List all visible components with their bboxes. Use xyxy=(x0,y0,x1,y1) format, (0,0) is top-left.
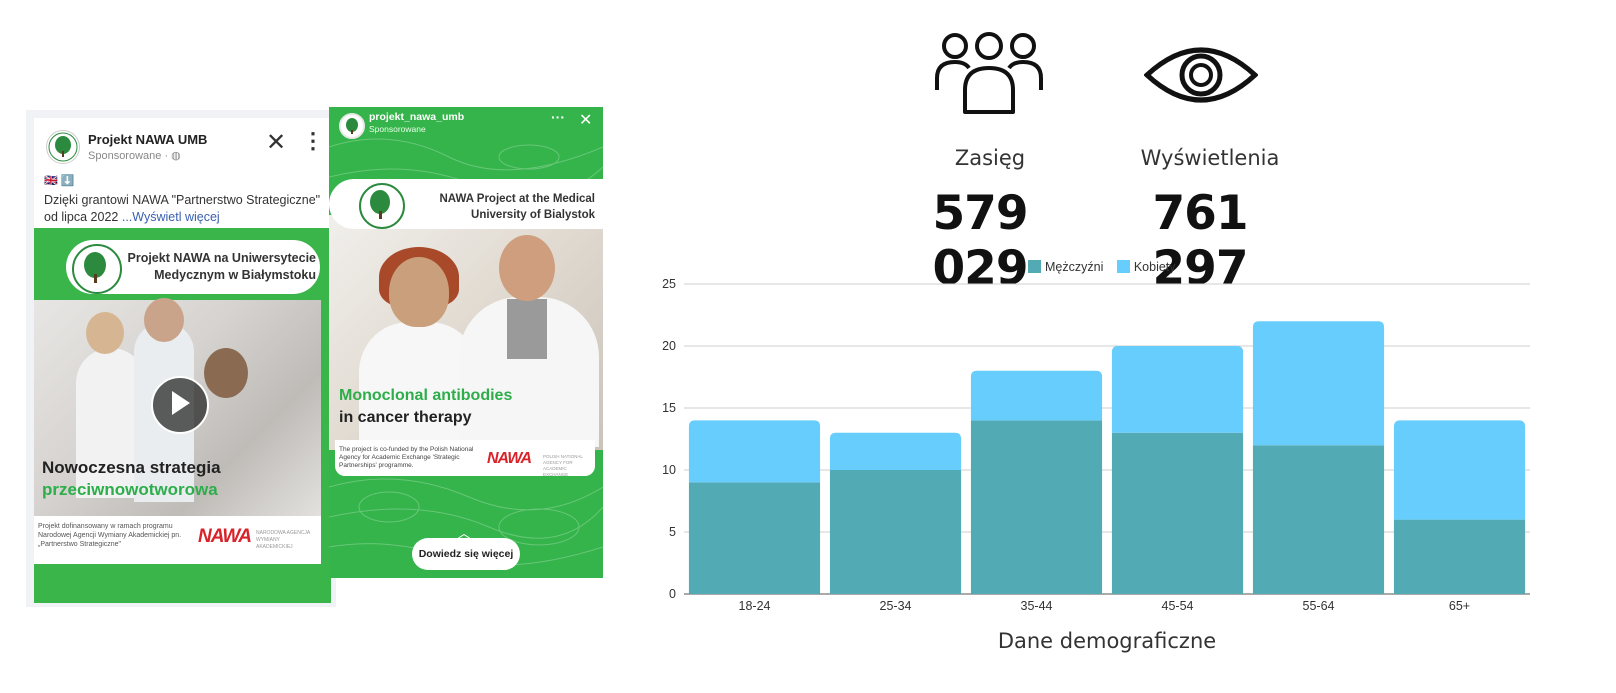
eye-icon xyxy=(1144,47,1258,103)
bar-men xyxy=(1111,432,1244,594)
tree-logo-icon xyxy=(359,183,405,229)
y-tick-label: 0 xyxy=(669,587,676,601)
person-figure xyxy=(86,312,124,354)
creative-headline-line1: Nowoczesna strategia xyxy=(42,458,221,477)
funding-note: The project is co-funded by the Polish N… xyxy=(339,446,474,469)
chart-legend: Mężczyźni Kobiety xyxy=(1028,260,1176,274)
bar-men xyxy=(688,482,821,594)
y-tick-label: 5 xyxy=(669,525,676,539)
post-text: Dzięki grantowi NAWA "Partnerstwo Strate… xyxy=(44,192,324,226)
bar-men xyxy=(1393,519,1526,594)
y-tick-label: 10 xyxy=(662,463,676,477)
close-icon[interactable]: ✕ xyxy=(579,112,593,129)
people-icon xyxy=(935,32,1043,114)
play-icon[interactable] xyxy=(172,391,190,415)
legend-label: Mężczyźni xyxy=(1045,260,1104,274)
person-figure xyxy=(389,257,449,327)
bar-women xyxy=(829,432,962,470)
person-figure xyxy=(499,235,555,301)
legend-swatch xyxy=(1116,260,1130,273)
nawa-logo-subtext: POLISH NATIONAL AGENCY FOR ACADEMIC EXCH… xyxy=(543,454,583,477)
chevron-up-icon[interactable]: ︿ xyxy=(457,525,471,541)
legend-label: Kobiety xyxy=(1133,260,1176,274)
demographics-chart: 0 5 10 15 20 25 18-24 25-34 35-44 45-54 55-64 65+ Da… xyxy=(662,277,1530,653)
story-footer: The project is co-funded by the Polish N… xyxy=(335,440,595,477)
bar-women xyxy=(1111,346,1244,433)
story-headline-line2: in cancer therapy xyxy=(339,409,472,426)
ad-creative-video[interactable]: Projekt NAWA na Uniwersytecie Medycznym … xyxy=(34,228,331,603)
story-headline-line1: Monoclonal antibodies xyxy=(339,387,513,404)
globe-icon: ◍ xyxy=(171,150,181,162)
post-body: Dzięki grantowi NAWA "Partnerstwo Strate… xyxy=(44,193,321,224)
y-tick-label: 15 xyxy=(662,401,676,415)
bar-women xyxy=(1393,420,1526,520)
account-name[interactable]: projekt_nawa_umb xyxy=(369,111,465,123)
banner-title: Projekt NAWA na Uniwersytecie Medycznym … xyxy=(127,251,317,282)
instagram-story-ad: projekt_nawa_umb Sponsorowane ··· ✕ NAWA… xyxy=(329,107,603,578)
more-options-icon[interactable]: ··· xyxy=(551,109,565,125)
banner-title: NAWA Project at the Medical University o… xyxy=(439,193,596,221)
x-tick-label: 18-24 xyxy=(739,599,771,613)
y-tick-label: 20 xyxy=(662,339,676,353)
creative-banner: Projekt NAWA na Uniwersytecie Medycznym … xyxy=(66,240,320,294)
creative-headline-line2: przeciwnowotworowa xyxy=(42,480,218,499)
legend-item-men[interactable]: Mężczyźni xyxy=(1028,260,1103,274)
x-tick-label: 35-44 xyxy=(1021,599,1053,613)
person-figure xyxy=(204,348,248,398)
legend-item-women[interactable]: Kobiety xyxy=(1116,260,1176,274)
nawa-logo: NAWA xyxy=(487,450,532,467)
x-tick-label: 65+ xyxy=(1449,599,1470,613)
page-name[interactable]: Projekt NAWA UMB xyxy=(88,132,208,147)
funding-note: Projekt dofinansowany w ramach programu … xyxy=(38,523,182,548)
reach-value: 579 029 xyxy=(932,186,1028,296)
account-avatar[interactable] xyxy=(339,113,365,139)
views-label: Wyświetlenia xyxy=(1140,146,1280,170)
nawa-logo: NAWA xyxy=(198,526,252,547)
emoji-line: 🇬🇧 ⬇️ xyxy=(44,175,75,187)
sponsored-label: Sponsorowane · ◍ xyxy=(88,149,181,162)
close-icon[interactable]: ✕ xyxy=(266,129,287,156)
views-value: 761 297 xyxy=(1152,186,1248,296)
learn-more-button[interactable]: Dowiedz się więcej xyxy=(412,538,520,570)
sponsored-label: Sponsorowane xyxy=(369,124,426,134)
reach-label: Zasięg xyxy=(954,146,1026,170)
page-avatar[interactable] xyxy=(46,130,80,164)
tree-logo-icon xyxy=(72,244,122,294)
bar-women xyxy=(970,370,1103,421)
facebook-ad-post: Projekt NAWA UMB Sponsorowane · ◍ ✕ ⋮ 🇬🇧… xyxy=(34,118,331,603)
legend-swatch xyxy=(1028,260,1041,273)
bar-men xyxy=(1252,445,1385,594)
x-tick-label: 45-54 xyxy=(1162,599,1194,613)
sponsored-text: Sponsorowane · xyxy=(88,150,172,162)
person-figure xyxy=(144,298,184,342)
tree-logo-icon xyxy=(48,132,78,162)
see-more-link[interactable]: ...Wyświetl więcej xyxy=(121,210,220,224)
bar-women xyxy=(1252,321,1385,446)
bar-men xyxy=(829,470,962,594)
bar-men xyxy=(970,420,1103,594)
x-tick-label: 55-64 xyxy=(1303,599,1335,613)
person-figure xyxy=(507,299,547,359)
tree-logo-icon xyxy=(346,118,358,134)
creative-footer: Projekt dofinansowany w ramach programu … xyxy=(34,516,321,564)
x-axis-title: Dane demograficzne xyxy=(998,629,1216,653)
y-tick-label: 25 xyxy=(662,277,676,291)
nawa-logo-subtext: NARODOWA AGENCJA WYMIANY AKADEMICKIEJ xyxy=(256,530,310,550)
more-options-icon[interactable]: ⋮ xyxy=(302,128,324,153)
x-tick-label: 25-34 xyxy=(880,599,912,613)
bar-women xyxy=(688,420,821,483)
